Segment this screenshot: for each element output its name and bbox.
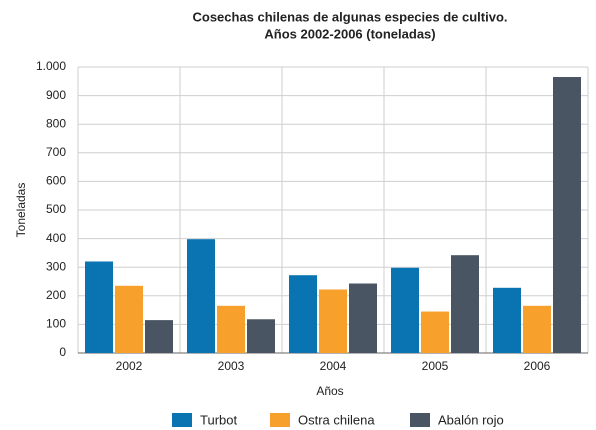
bar	[391, 267, 419, 353]
chart-title: Cosechas chilenas de algunas especies de…	[192, 9, 507, 24]
x-tick-label: 2005	[422, 359, 449, 373]
bar	[421, 311, 449, 353]
y-tick-label: 900	[46, 88, 66, 102]
chart-subtitle: Años 2002-2006 (toneladas)	[264, 26, 435, 41]
y-tick-label: 1.000	[36, 59, 66, 73]
x-tick-label: 2004	[320, 359, 347, 373]
y-tick-label: 500	[46, 202, 66, 216]
y-tick-label: 100	[46, 317, 66, 331]
bar	[553, 77, 581, 353]
bar	[145, 320, 173, 353]
y-tick-label: 700	[46, 145, 66, 159]
bar	[523, 305, 551, 353]
bar	[319, 289, 347, 353]
bar	[289, 275, 317, 353]
y-axis-label: Toneladas	[14, 183, 28, 238]
x-axis-label: Años	[316, 384, 343, 398]
legend-label: Abalón rojo	[438, 412, 504, 427]
x-tick-label: 2003	[218, 359, 245, 373]
y-tick-label: 400	[46, 231, 66, 245]
legend-swatch	[270, 413, 290, 427]
legend-label: Turbot	[200, 412, 237, 427]
bar	[115, 285, 143, 353]
bar	[493, 287, 521, 353]
legend-swatch	[172, 413, 192, 427]
legend-swatch	[410, 413, 430, 427]
y-tick-label: 800	[46, 116, 66, 130]
bar	[187, 239, 215, 353]
bar	[217, 305, 245, 353]
y-tick-label: 0	[59, 345, 66, 359]
bar	[247, 319, 275, 353]
y-tick-label: 300	[46, 259, 66, 273]
legend-label: Ostra chilena	[298, 412, 375, 427]
y-tick-label: 200	[46, 288, 66, 302]
x-tick-label: 2006	[524, 359, 551, 373]
x-tick-label: 2002	[116, 359, 143, 373]
bar	[349, 283, 377, 353]
y-tick-label: 600	[46, 174, 66, 188]
bar	[85, 261, 113, 353]
bar	[451, 255, 479, 353]
